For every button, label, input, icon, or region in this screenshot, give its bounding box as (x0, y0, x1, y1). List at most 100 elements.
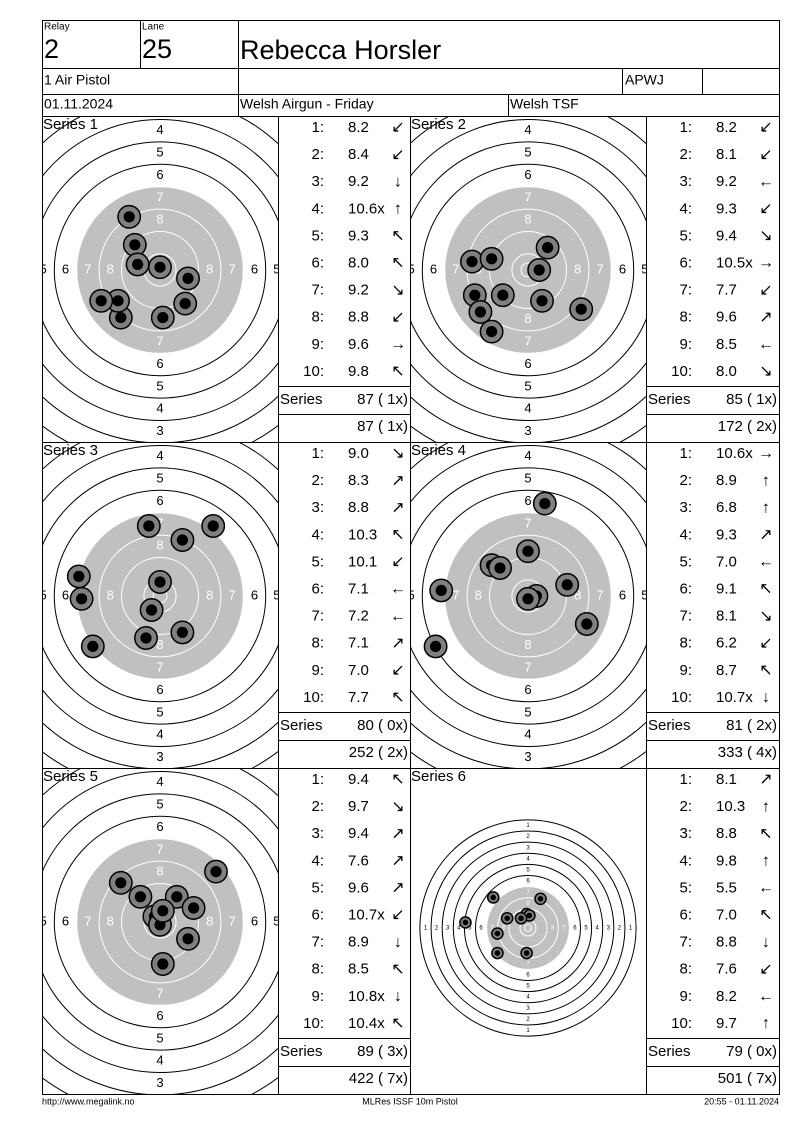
ring-number: 6 (156, 356, 163, 371)
ring-number: 2 (708, 587, 715, 602)
hit-center (522, 545, 534, 557)
club: Welsh TSF (510, 96, 579, 112)
shot-number: 3: (679, 825, 692, 842)
shot-number: 8: (679, 309, 692, 326)
shot-number: 10: (671, 689, 692, 706)
ring-number: 2 (435, 926, 439, 932)
series-title: Series 1 (43, 116, 98, 133)
shot-score: 9.2 (716, 173, 737, 190)
shot-direction: → (758, 445, 774, 462)
hit-center (171, 891, 183, 903)
shot-score: 8.3 (348, 472, 369, 489)
ring-number: 6 (251, 587, 258, 602)
series-total: 85 ( 1x) (726, 391, 777, 408)
cumulative-total: 172 ( 2x) (718, 418, 777, 435)
ring-number: 6 (430, 261, 437, 276)
hit-center (123, 211, 135, 223)
ring-number: 2 (340, 261, 347, 276)
ring-number: 8 (206, 587, 213, 602)
shot-number: 10: (303, 1015, 324, 1032)
hit-center (87, 640, 99, 653)
shot-direction: ↗ (759, 309, 772, 326)
shot-direction: ↙ (759, 201, 772, 218)
ring (53, 815, 267, 1029)
shot-direction: ↘ (759, 608, 772, 625)
shot-number: 7: (311, 934, 324, 951)
hit-center (466, 256, 478, 268)
ring-number: 8 (206, 913, 213, 928)
hit-center (486, 326, 498, 338)
ring-number: 7 (452, 587, 459, 602)
ring-number: 5 (39, 261, 46, 276)
ring-number: 6 (156, 493, 163, 508)
shot-number: 5: (311, 227, 324, 244)
ring (452, 852, 604, 1004)
hit-center (154, 576, 166, 588)
ring-number: 1 (424, 926, 428, 932)
ring-number: 8 (524, 212, 531, 227)
hit-center (539, 498, 551, 510)
shot-direction: ↙ (759, 119, 772, 136)
shot-number: 4: (311, 200, 324, 217)
series-title: Series 6 (411, 768, 466, 785)
ring-number: 5 (526, 868, 530, 874)
ring-number: 5 (156, 471, 163, 486)
shot-direction: ↗ (391, 825, 404, 842)
ring (486, 886, 570, 970)
shot-direction: → (390, 336, 406, 353)
shot-direction: ↙ (759, 146, 772, 163)
date: 01.11.2024 (44, 96, 113, 112)
hit-center (73, 570, 85, 583)
hit-center (140, 632, 152, 644)
ring (121, 557, 199, 635)
shot-direction: ↗ (391, 853, 404, 870)
ring-number: 5 (39, 587, 46, 602)
shot-direction: ↖ (391, 771, 404, 788)
hit-center (494, 930, 501, 937)
shot-score: 10.7x (348, 906, 385, 923)
ring-number: 4 (524, 122, 531, 137)
ring-number: 5 (156, 145, 163, 160)
series-title: Series 2 (411, 116, 466, 133)
shot-number: 7: (679, 934, 692, 951)
shot-score: 9.3 (348, 227, 369, 244)
ring-number: 8 (107, 587, 114, 602)
ring-number: 3 (446, 926, 450, 932)
hit-center (210, 866, 222, 878)
hit-center (536, 295, 548, 307)
series-label: Series (648, 1043, 691, 1060)
shot-number: 4: (679, 200, 692, 217)
cumulative-total: 252 ( 2x) (349, 744, 408, 761)
ring-number: 7 (228, 913, 235, 928)
shot-direction: ← (758, 988, 774, 1005)
ring-number: 8 (574, 587, 581, 602)
hit-center (132, 258, 144, 270)
hit-center (112, 295, 124, 307)
ring-number: 5 (39, 913, 46, 928)
ring (466, 534, 590, 658)
shot-direction: ↖ (391, 1015, 404, 1032)
shot-score: 7.7 (348, 689, 369, 706)
ring-number: 4 (17, 587, 24, 602)
shot-score: 7.6 (348, 852, 369, 869)
ring-number: 7 (526, 961, 530, 967)
shot-number: 5: (311, 879, 324, 896)
shot-score: 6.8 (716, 499, 737, 516)
shot-number: 4: (679, 852, 692, 869)
shot-direction: ↓ (762, 689, 770, 706)
ring-number: 8 (156, 864, 163, 879)
shot-direction: ↖ (759, 907, 772, 924)
hit-center (182, 272, 194, 284)
shot-number: 2: (311, 146, 324, 163)
hit-center (462, 919, 469, 926)
shot-number: 6: (679, 580, 692, 597)
shot-score: 9.7 (348, 798, 369, 815)
ring-number: 5 (407, 587, 414, 602)
hit-center (76, 593, 88, 605)
ring-number: 6 (156, 819, 163, 834)
target: 11112222333344445555666677778888 (39, 768, 278, 1094)
ring-number: 6 (524, 167, 531, 182)
ring-number: 4 (156, 774, 163, 789)
